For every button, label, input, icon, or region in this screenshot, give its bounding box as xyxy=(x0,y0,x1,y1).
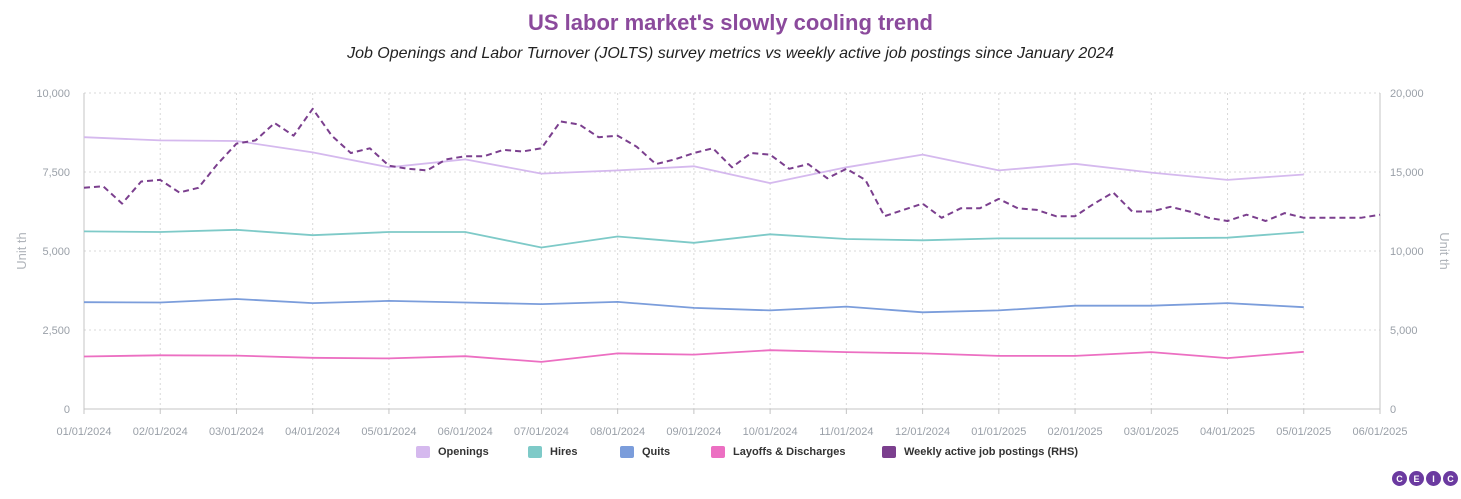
series-line-layoffs-discharges xyxy=(83,349,1304,363)
x-tick-label: 07/01/2024 xyxy=(514,426,569,438)
x-tick-label: 06/01/2024 xyxy=(438,426,493,438)
y-tick-label-left: 7,500 xyxy=(42,167,70,179)
x-tick-label: 06/01/2025 xyxy=(1352,426,1407,438)
legend-item[interactable]: Hires xyxy=(528,446,578,458)
x-tick-label: 01/01/2025 xyxy=(971,426,1026,438)
y-tick-label-right: 10,000 xyxy=(1390,246,1424,258)
legend-label: Hires xyxy=(550,446,578,458)
y-tick-label-left: 10,000 xyxy=(36,88,70,100)
y-axis-title-left: Unit th xyxy=(14,232,29,270)
logo-letter: E xyxy=(1409,471,1424,486)
x-tick-label: 12/01/2024 xyxy=(895,426,950,438)
y-axis-title-right: Unit th xyxy=(1437,232,1452,270)
logo-letter: C xyxy=(1392,471,1407,486)
x-tick-label: 10/01/2024 xyxy=(743,426,798,438)
series-line-hires xyxy=(83,228,1304,249)
y-tick-label-left: 5,000 xyxy=(42,246,70,258)
series-line-weekly-active-job-postings-rhs xyxy=(83,107,1381,222)
x-tick-label: 04/01/2024 xyxy=(285,426,340,438)
legend-label: Layoffs & Discharges xyxy=(733,446,846,458)
legend-swatch xyxy=(416,446,430,458)
y-tick-label-right: 15,000 xyxy=(1390,167,1424,179)
x-tick-label: 01/01/2024 xyxy=(56,426,111,438)
chart-legend: Openings Hires Quits Layoffs & Discharges We… xyxy=(0,446,1461,464)
legend-swatch xyxy=(711,446,725,458)
x-tick-label: 05/01/2024 xyxy=(361,426,416,438)
legend-item[interactable]: Openings xyxy=(416,446,489,458)
legend-swatch xyxy=(882,446,896,458)
logo-letter: I xyxy=(1426,471,1441,486)
x-tick-label: 11/01/2024 xyxy=(819,426,873,438)
x-tick-label: 08/01/2024 xyxy=(590,426,645,438)
series-line-openings xyxy=(83,136,1304,185)
x-tick-label: 05/01/2025 xyxy=(1276,426,1331,438)
x-tick-label: 03/01/2024 xyxy=(209,426,264,438)
legend-label: Weekly active job postings (RHS) xyxy=(904,446,1079,458)
y-tick-label-right: 5,000 xyxy=(1390,325,1418,337)
legend-item[interactable]: Quits xyxy=(620,446,670,458)
y-tick-label-right: 20,000 xyxy=(1390,88,1424,100)
logo-letter: C xyxy=(1443,471,1458,486)
y-tick-label-left: 0 xyxy=(64,404,70,416)
x-tick-label: 09/01/2024 xyxy=(666,426,721,438)
legend-label: Quits xyxy=(642,446,671,458)
x-tick-label: 02/01/2024 xyxy=(133,426,188,438)
series-line-quits xyxy=(83,298,1304,314)
x-tick-label: 03/01/2025 xyxy=(1124,426,1179,438)
x-tick-label: 02/01/2025 xyxy=(1048,426,1103,438)
y-tick-label-right: 0 xyxy=(1390,404,1396,416)
legend-item[interactable]: Weekly active job postings (RHS) xyxy=(882,446,1078,458)
legend-swatch xyxy=(528,446,542,458)
chart-title: US labor market's slowly cooling trend xyxy=(528,10,933,35)
x-tick-label: 04/01/2025 xyxy=(1200,426,1255,438)
legend-label: Openings xyxy=(438,446,489,458)
legend-swatch xyxy=(620,446,634,458)
chart-subtitle: Job Openings and Labor Turnover (JOLTS) … xyxy=(347,45,1114,62)
legend-item[interactable]: Layoffs & Discharges xyxy=(711,446,845,458)
y-tick-label-left: 2,500 xyxy=(42,325,70,337)
